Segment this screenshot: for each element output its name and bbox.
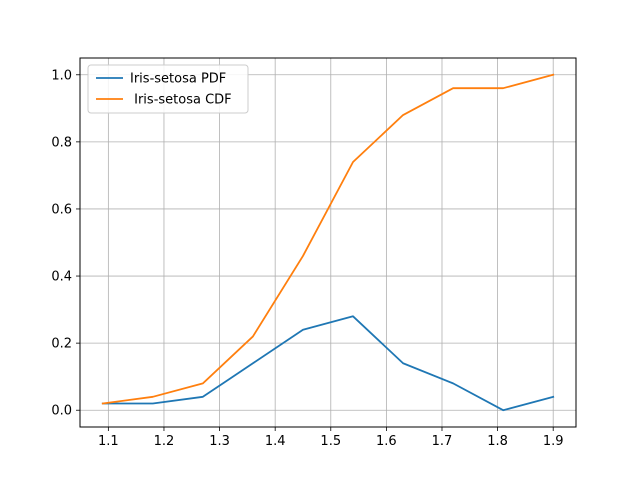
- x-tick-label: 1.8: [487, 434, 508, 449]
- grid: [80, 58, 576, 427]
- series-line-cdf: [101, 73, 555, 405]
- y-tick-label: 0.0: [51, 404, 72, 419]
- x-axis: 1.1 1.2 1.3 1.4 1.5 1.6 1.7 1.8 1.9: [98, 427, 564, 449]
- series-line-pdf: [101, 315, 555, 412]
- legend-box: [87, 64, 249, 114]
- y-tick-label: 0.2: [51, 337, 72, 352]
- y-tick-label: 0.8: [51, 135, 72, 150]
- y-tick-label: 1.0: [51, 68, 72, 83]
- x-tick-label: 1.6: [376, 434, 397, 449]
- x-tick-label: 1.1: [98, 434, 119, 449]
- y-axis: 0.0 0.2 0.4 0.6 0.8 1.0: [51, 68, 80, 419]
- legend: Iris-setosa PDF Iris-setosa CDF: [87, 64, 249, 114]
- x-tick-label: 1.5: [320, 434, 341, 449]
- x-tick-label: 1.2: [154, 434, 175, 449]
- legend-label: Iris-setosa CDF: [130, 93, 232, 108]
- x-tick-label: 1.4: [265, 434, 286, 449]
- series-layer: [101, 73, 555, 412]
- x-tick-label: 1.3: [209, 434, 230, 449]
- y-tick-label: 0.4: [51, 270, 72, 285]
- x-tick-label: 1.9: [543, 434, 564, 449]
- plot-frame: [79, 57, 577, 428]
- legend-label: Iris-setosa PDF: [130, 72, 226, 87]
- y-tick-label: 0.6: [51, 202, 72, 217]
- x-tick-label: 1.7: [432, 434, 453, 449]
